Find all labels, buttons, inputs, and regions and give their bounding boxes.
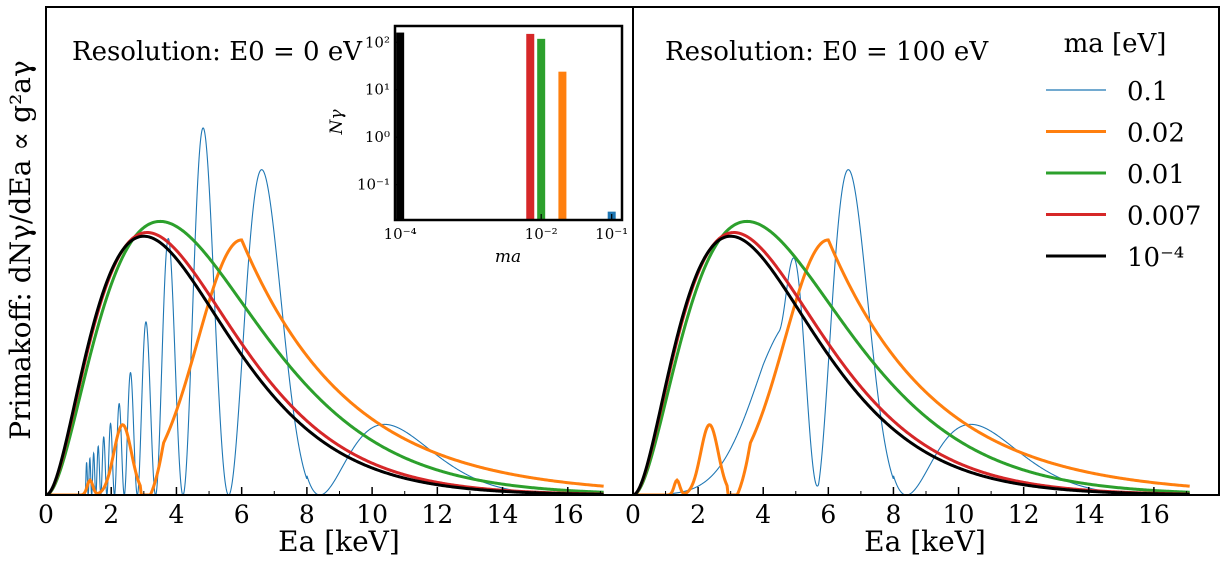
inset-y-tick-label: 10⁰ — [365, 128, 390, 146]
right-panel-x-label: Ea [keV] — [864, 525, 986, 558]
inset-bar-0 — [396, 32, 405, 220]
x-tick-label: 6 — [234, 500, 250, 529]
left-panel-x-label: Ea [keV] — [278, 525, 400, 558]
legend-label-1: 0.02 — [1127, 119, 1185, 149]
x-tick-label: 2 — [103, 500, 119, 529]
x-tick-label: 8 — [299, 500, 315, 529]
x-tick-label: 0 — [625, 500, 641, 529]
x-tick-label: 16 — [1138, 500, 1170, 529]
inset-y-tick-label: 10¹ — [365, 81, 390, 99]
legend-label-0: 0.1 — [1127, 77, 1168, 107]
series-10-left — [46, 234, 604, 495]
inset-x-tick-label: 10⁻⁴ — [384, 225, 417, 243]
inset-y-tick-label: 10² — [365, 33, 390, 51]
legend-title: ma [eV] — [1064, 29, 1167, 59]
x-tick-label: 14 — [487, 500, 519, 529]
left-panel: 0 2 4 6 8 10 12 14 16 Resolution: E0 = 0 eV Ea [… — [38, 6, 634, 558]
inset-bar-1 — [526, 33, 535, 220]
inset-bar-chart: 10⁻⁴ 10⁻² 10⁻¹ 10⁻¹ 10⁰ 10¹ 10² ma Nγ — [327, 24, 628, 267]
x-tick-label: 4 — [755, 500, 771, 529]
inset-bar-2 — [537, 38, 546, 221]
inset-x-label: ma — [495, 247, 521, 267]
right-panel-title: Resolution: E0 = 100 eV — [665, 37, 989, 67]
legend-label-4: 10⁻⁴ — [1127, 243, 1184, 273]
inset-x-tick-label: 10⁻¹ — [595, 225, 628, 243]
left-panel-title: Resolution: E0 = 0 eV — [72, 37, 363, 67]
inset-y-tick-label: 10⁻¹ — [357, 176, 390, 194]
x-tick-label: 12 — [421, 500, 453, 529]
x-tick-label: 10 — [943, 500, 975, 529]
x-tick-label: 6 — [820, 500, 836, 529]
right-panel-x-ticks: 0 2 4 6 8 10 12 14 16 — [625, 487, 1187, 529]
series-0.02-right — [633, 238, 1190, 495]
x-tick-label: 12 — [1008, 500, 1040, 529]
left-panel-x-ticks: 0 2 4 6 8 10 12 14 16 — [38, 487, 601, 529]
left-panel-curves — [46, 127, 604, 495]
legend-label-3: 0.007 — [1127, 202, 1201, 232]
inset-ticks: 10⁻⁴ 10⁻² 10⁻¹ 10⁻¹ 10⁰ 10¹ 10² — [357, 33, 628, 243]
series-0.02-left — [46, 238, 604, 495]
inset-bar-3 — [558, 71, 567, 220]
legend-label-2: 0.01 — [1127, 160, 1185, 190]
series-10-right — [633, 234, 1190, 495]
inset-x-tick-label: 10⁻² — [525, 225, 558, 243]
legend: ma [eV] 0.1 0.02 0.01 0.007 10⁻⁴ — [1046, 29, 1201, 273]
series-0.01-right — [633, 219, 1190, 495]
x-tick-label: 8 — [885, 500, 901, 529]
x-tick-label: 10 — [356, 500, 388, 529]
inset-y-label: Nγ — [327, 109, 347, 136]
y-axis-label: Primakoff: dNγ/dEa ∝ g²aγ — [4, 60, 37, 439]
series-0.01-left — [46, 219, 604, 495]
inset-frame — [393, 24, 624, 222]
x-tick-label: 14 — [1073, 500, 1105, 529]
right-panel: 0 2 4 6 8 10 12 14 16 Resolution: E0 = 100 eV Ea… — [625, 6, 1220, 558]
right-panel-curves — [633, 169, 1190, 495]
x-tick-label: 16 — [552, 500, 584, 529]
x-tick-label: 4 — [168, 500, 184, 529]
x-tick-label: 2 — [690, 500, 706, 529]
x-tick-label: 0 — [38, 500, 54, 529]
